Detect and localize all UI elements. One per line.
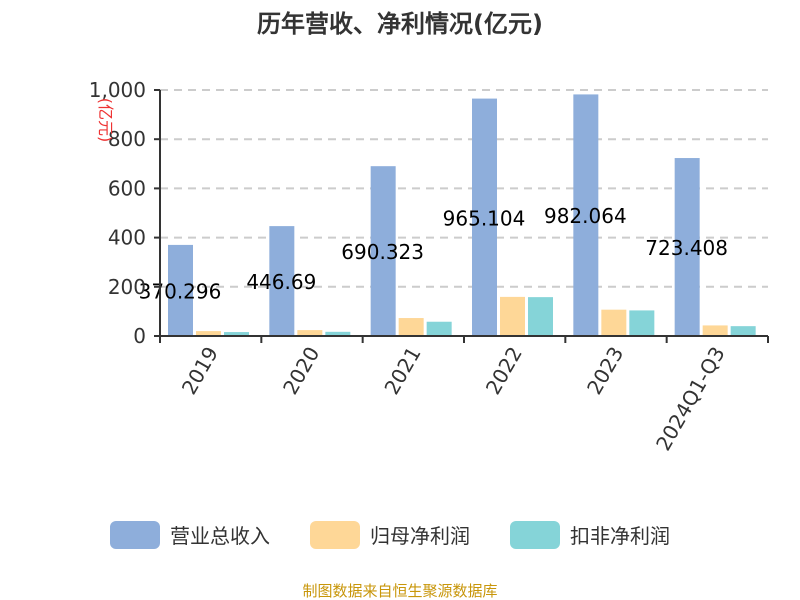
legend-label: 归母净利润	[370, 524, 470, 548]
y-tick-label: 600	[108, 176, 146, 200]
legend-swatch	[310, 521, 360, 549]
bar-parent-net-profit	[196, 331, 221, 336]
legend-label: 扣非净利润	[570, 524, 670, 548]
data-label: 370.296	[139, 279, 222, 303]
legend-label: 营业总收入	[170, 524, 270, 548]
y-tick-label: 0	[133, 324, 146, 348]
bar-revenue	[674, 158, 700, 336]
x-tick-label: 2022	[481, 343, 527, 399]
data-label: 446.69	[246, 270, 316, 294]
bar-deducted-net-profit	[629, 310, 655, 336]
chart-title: 历年营收、净利情况(亿元)	[257, 10, 543, 38]
legend-swatch	[110, 521, 160, 549]
x-tick-label: 2023	[582, 343, 628, 399]
bar-deducted-net-profit	[730, 326, 756, 336]
x-tick-label: 2021	[379, 343, 425, 399]
bar-revenue	[269, 226, 295, 336]
x-tick-label: 2019	[177, 343, 223, 399]
data-label: 982.064	[544, 204, 627, 228]
y-tick-label: 800	[108, 127, 146, 151]
bar-deducted-net-profit	[426, 321, 452, 336]
bar-parent-net-profit	[500, 296, 525, 336]
bar-revenue	[472, 98, 497, 337]
x-tick-label: 2020	[278, 343, 324, 399]
bar-parent-net-profit	[297, 330, 323, 336]
bar-deducted-net-profit	[528, 297, 553, 336]
bar-deducted-net-profit	[224, 332, 249, 336]
bar-parent-net-profit	[601, 309, 627, 336]
data-label: 723.408	[645, 236, 728, 260]
bar-parent-net-profit	[398, 318, 424, 336]
bar-revenue	[168, 244, 193, 336]
bar-revenue	[573, 94, 599, 336]
bar-deducted-net-profit	[325, 331, 351, 336]
data-label: 965.104	[443, 206, 526, 230]
bar-parent-net-profit	[702, 325, 728, 336]
y-tick-label: 400	[108, 226, 146, 250]
legend-swatch	[510, 521, 560, 549]
x-tick-label: 2024Q1-Q3	[651, 343, 730, 455]
y-tick-label: 200	[108, 275, 146, 299]
source-note: 制图数据来自恒生聚源数据库	[302, 582, 497, 600]
y-tick-label: 1,000	[89, 78, 146, 102]
data-label: 690.323	[341, 240, 424, 264]
bar-revenue	[370, 166, 396, 336]
y-axis-label: (亿元)	[96, 98, 115, 143]
